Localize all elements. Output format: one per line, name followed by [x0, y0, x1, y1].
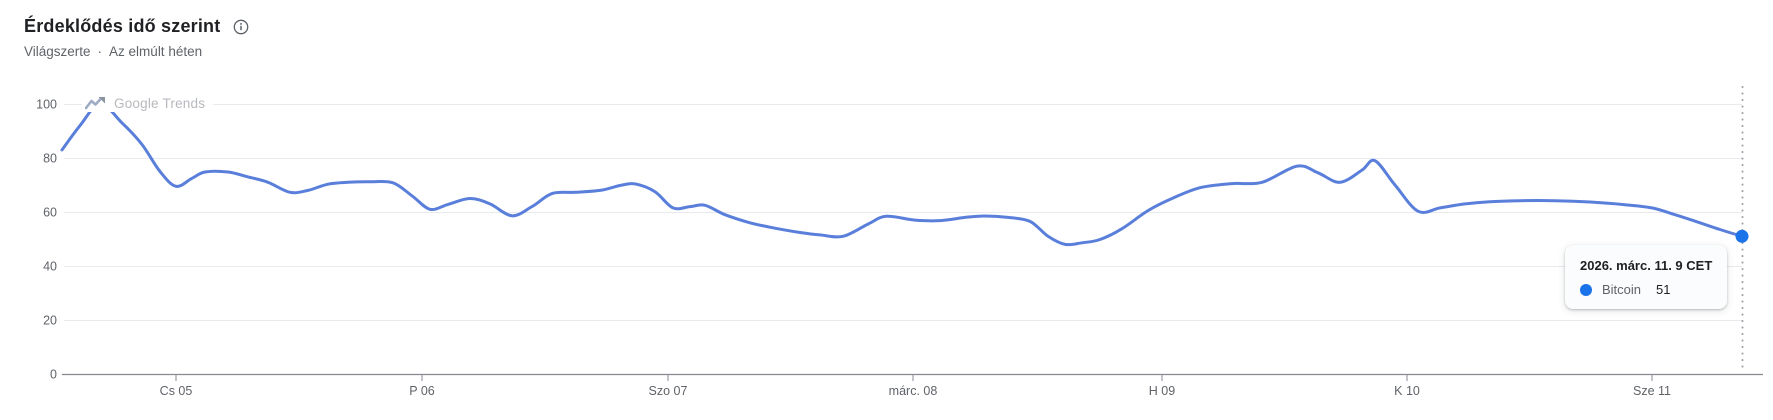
- y-axis-label: 100: [36, 98, 57, 112]
- x-axis-label: Sze 11: [1633, 384, 1671, 398]
- subtitle-timerange: Az elmúlt héten: [109, 44, 203, 59]
- y-axis-label: 40: [43, 260, 57, 274]
- y-axis-label: 0: [50, 368, 57, 382]
- y-axis-label: 60: [43, 206, 57, 220]
- x-axis-label: márc. 08: [889, 384, 938, 398]
- y-axis-label: 80: [43, 152, 57, 166]
- subtitle-separator: ·: [97, 44, 103, 59]
- chart-subtitle: Világszerte · Az elmúlt héten: [24, 44, 249, 59]
- tooltip-series-row: Bitcoin 51: [1580, 282, 1712, 297]
- x-axis-label: H 09: [1149, 384, 1175, 398]
- last-point-dot: [1735, 229, 1749, 243]
- page-title: Érdeklődés idő szerint: [24, 16, 221, 36]
- trend-line: [60, 102, 1744, 247]
- x-axis-label: P 06: [409, 384, 435, 398]
- x-axis-label: Cs 05: [160, 384, 193, 398]
- tooltip-series-value: 51: [1656, 282, 1671, 297]
- google-trends-watermark: Google Trends: [82, 95, 214, 112]
- x-axis-label: Szo 07: [649, 384, 688, 398]
- chart-tooltip: 2026. márc. 11. 9 CET Bitcoin 51: [1565, 245, 1728, 309]
- info-icon[interactable]: [233, 19, 249, 35]
- y-axis-label: 20: [43, 314, 57, 328]
- tooltip-date: 2026. márc. 11. 9 CET: [1580, 258, 1713, 273]
- subtitle-region: Világszerte: [24, 44, 91, 59]
- tooltip-series-name: Bitcoin: [1602, 282, 1642, 297]
- chart-plot-area[interactable]: [62, 77, 1756, 374]
- google-trends-logo-icon: [85, 96, 108, 111]
- x-axis-label: K 10: [1394, 384, 1420, 398]
- chart-header: Érdeklődés idő szerint Világszerte · Az …: [24, 16, 249, 59]
- series-dot-icon: [1580, 283, 1592, 296]
- watermark-label: Google Trends: [114, 96, 206, 111]
